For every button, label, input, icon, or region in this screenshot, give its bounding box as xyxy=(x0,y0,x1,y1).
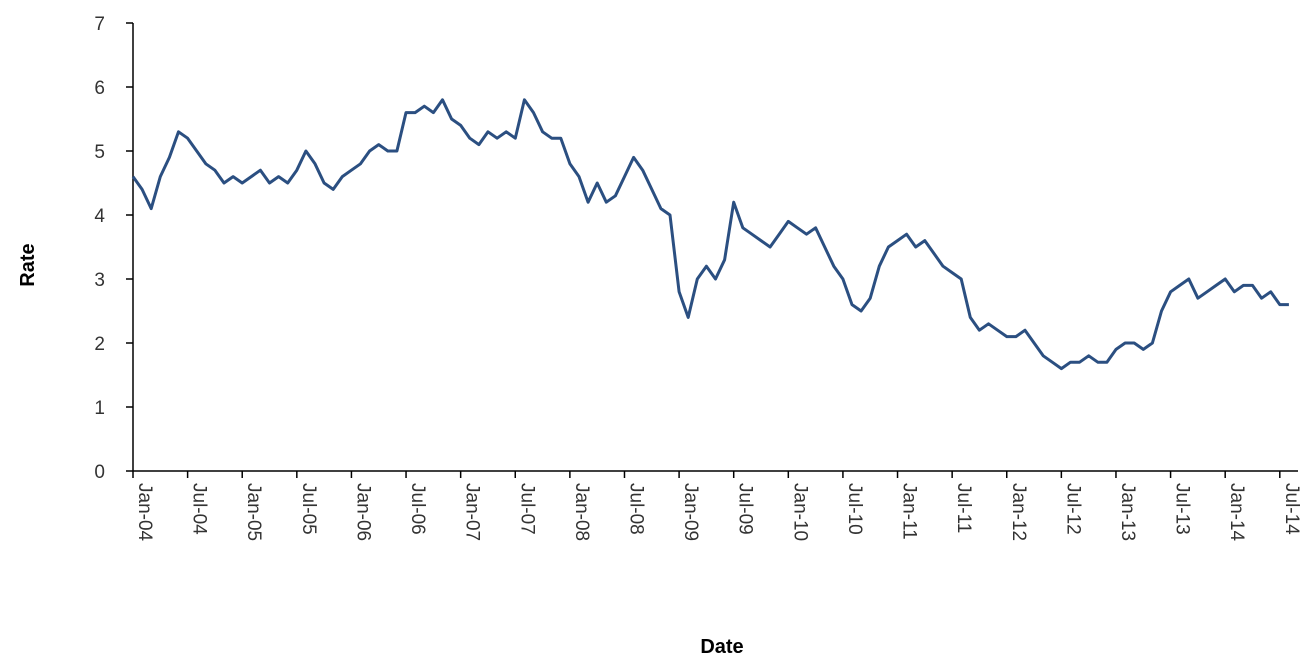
y-axis-title: Rate xyxy=(17,243,39,286)
x-tick-label: Jan-14 xyxy=(1226,483,1247,542)
x-tick-label: Jul-14 xyxy=(1281,483,1302,535)
x-tick-label: Jul-12 xyxy=(1062,483,1083,535)
x-tick-label: Jul-08 xyxy=(625,483,646,535)
y-tick-label: 2 xyxy=(94,334,105,355)
y-tick-label: 5 xyxy=(94,142,105,163)
x-tick-label: Jan-12 xyxy=(1008,483,1029,541)
x-tick-label: Jan-13 xyxy=(1117,483,1138,541)
x-axis-title: Date xyxy=(700,636,743,658)
y-tick-label: 0 xyxy=(94,462,105,483)
x-tick-label: Jul-05 xyxy=(298,483,319,535)
x-tick-label: Jul-06 xyxy=(407,483,428,535)
x-tick-label: Jul-07 xyxy=(516,483,537,535)
x-tick-label: Jan-11 xyxy=(899,483,920,540)
x-tick-label: Jul-10 xyxy=(844,483,865,535)
x-tick-label: Jul-09 xyxy=(735,483,756,535)
x-tick-label: Jan-06 xyxy=(352,483,373,541)
x-tick-label: Jan-09 xyxy=(680,483,701,541)
x-tick-label: Jan-05 xyxy=(243,483,264,541)
y-axis-ticks: 0 1 2 3 4 5 6 7 xyxy=(94,14,133,483)
x-tick-label: Jan-08 xyxy=(571,483,592,541)
y-tick-label: 7 xyxy=(94,14,105,35)
series-line xyxy=(131,98,1289,371)
x-tick-label: Jul-13 xyxy=(1172,483,1193,535)
x-tick-label: Jul-04 xyxy=(189,483,210,535)
x-tick-label: Jan-10 xyxy=(789,483,810,541)
x-tick-label: Jul-11 xyxy=(953,483,974,533)
x-axis-ticks: Jan-04 Jul-04 Jan-05 Jul-05 Jan-06 Jul-06 Jan-… xyxy=(132,471,1302,542)
y-tick-label: 6 xyxy=(94,78,105,99)
y-tick-label: 3 xyxy=(94,270,105,291)
y-tick-label: 1 xyxy=(94,398,105,419)
x-tick-label: Jan-07 xyxy=(462,483,483,541)
x-tick-label: Jan-04 xyxy=(134,483,155,542)
y-tick-label: 4 xyxy=(94,206,105,227)
